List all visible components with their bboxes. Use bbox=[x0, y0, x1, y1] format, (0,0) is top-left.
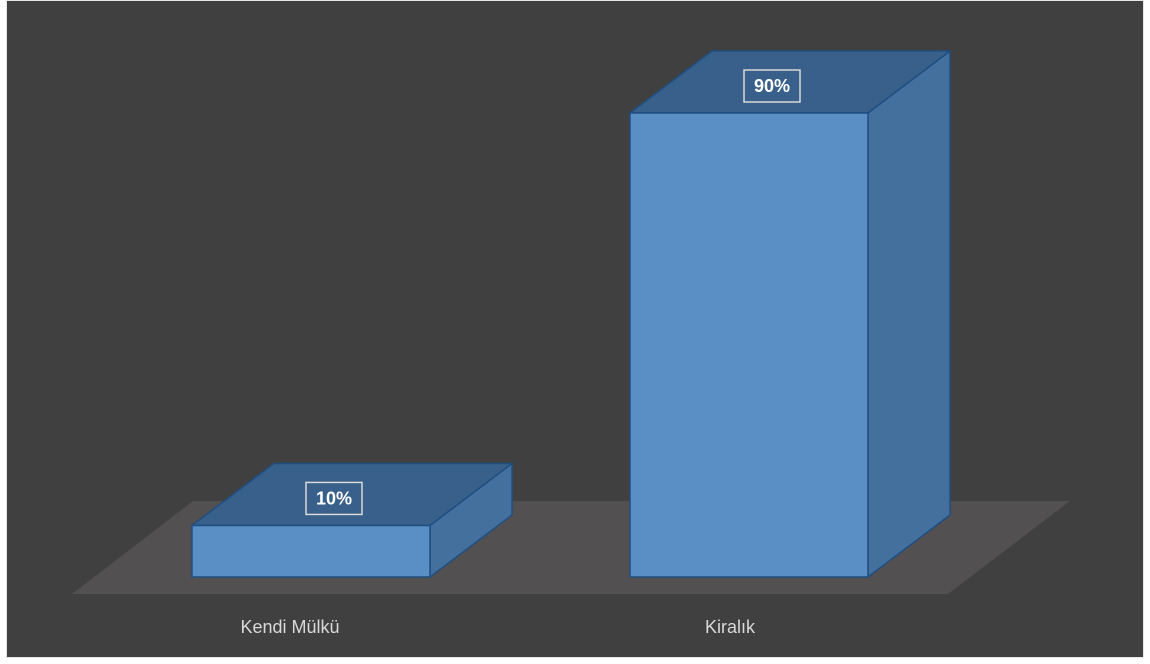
bar-front-face bbox=[191, 524, 431, 578]
category-axis: Kendi Mülkü Kiralık bbox=[240, 617, 756, 637]
bar-1 bbox=[191, 462, 513, 578]
data-label: 90% bbox=[743, 69, 801, 103]
data-label: 10% bbox=[305, 481, 363, 516]
category-label: Kendi Mülkü bbox=[240, 617, 339, 637]
bar-2 bbox=[629, 50, 951, 578]
data-label-box bbox=[305, 481, 363, 516]
data-labels-group: 10% 90% bbox=[305, 69, 801, 516]
bar-side-face bbox=[867, 50, 951, 578]
category-label: Kiralık bbox=[705, 617, 756, 637]
bar-front-face bbox=[629, 112, 869, 578]
data-label-box bbox=[743, 69, 801, 103]
data-label-text: 10% bbox=[316, 488, 352, 508]
data-label-text: 90% bbox=[754, 76, 790, 96]
bars-group bbox=[191, 50, 951, 578]
